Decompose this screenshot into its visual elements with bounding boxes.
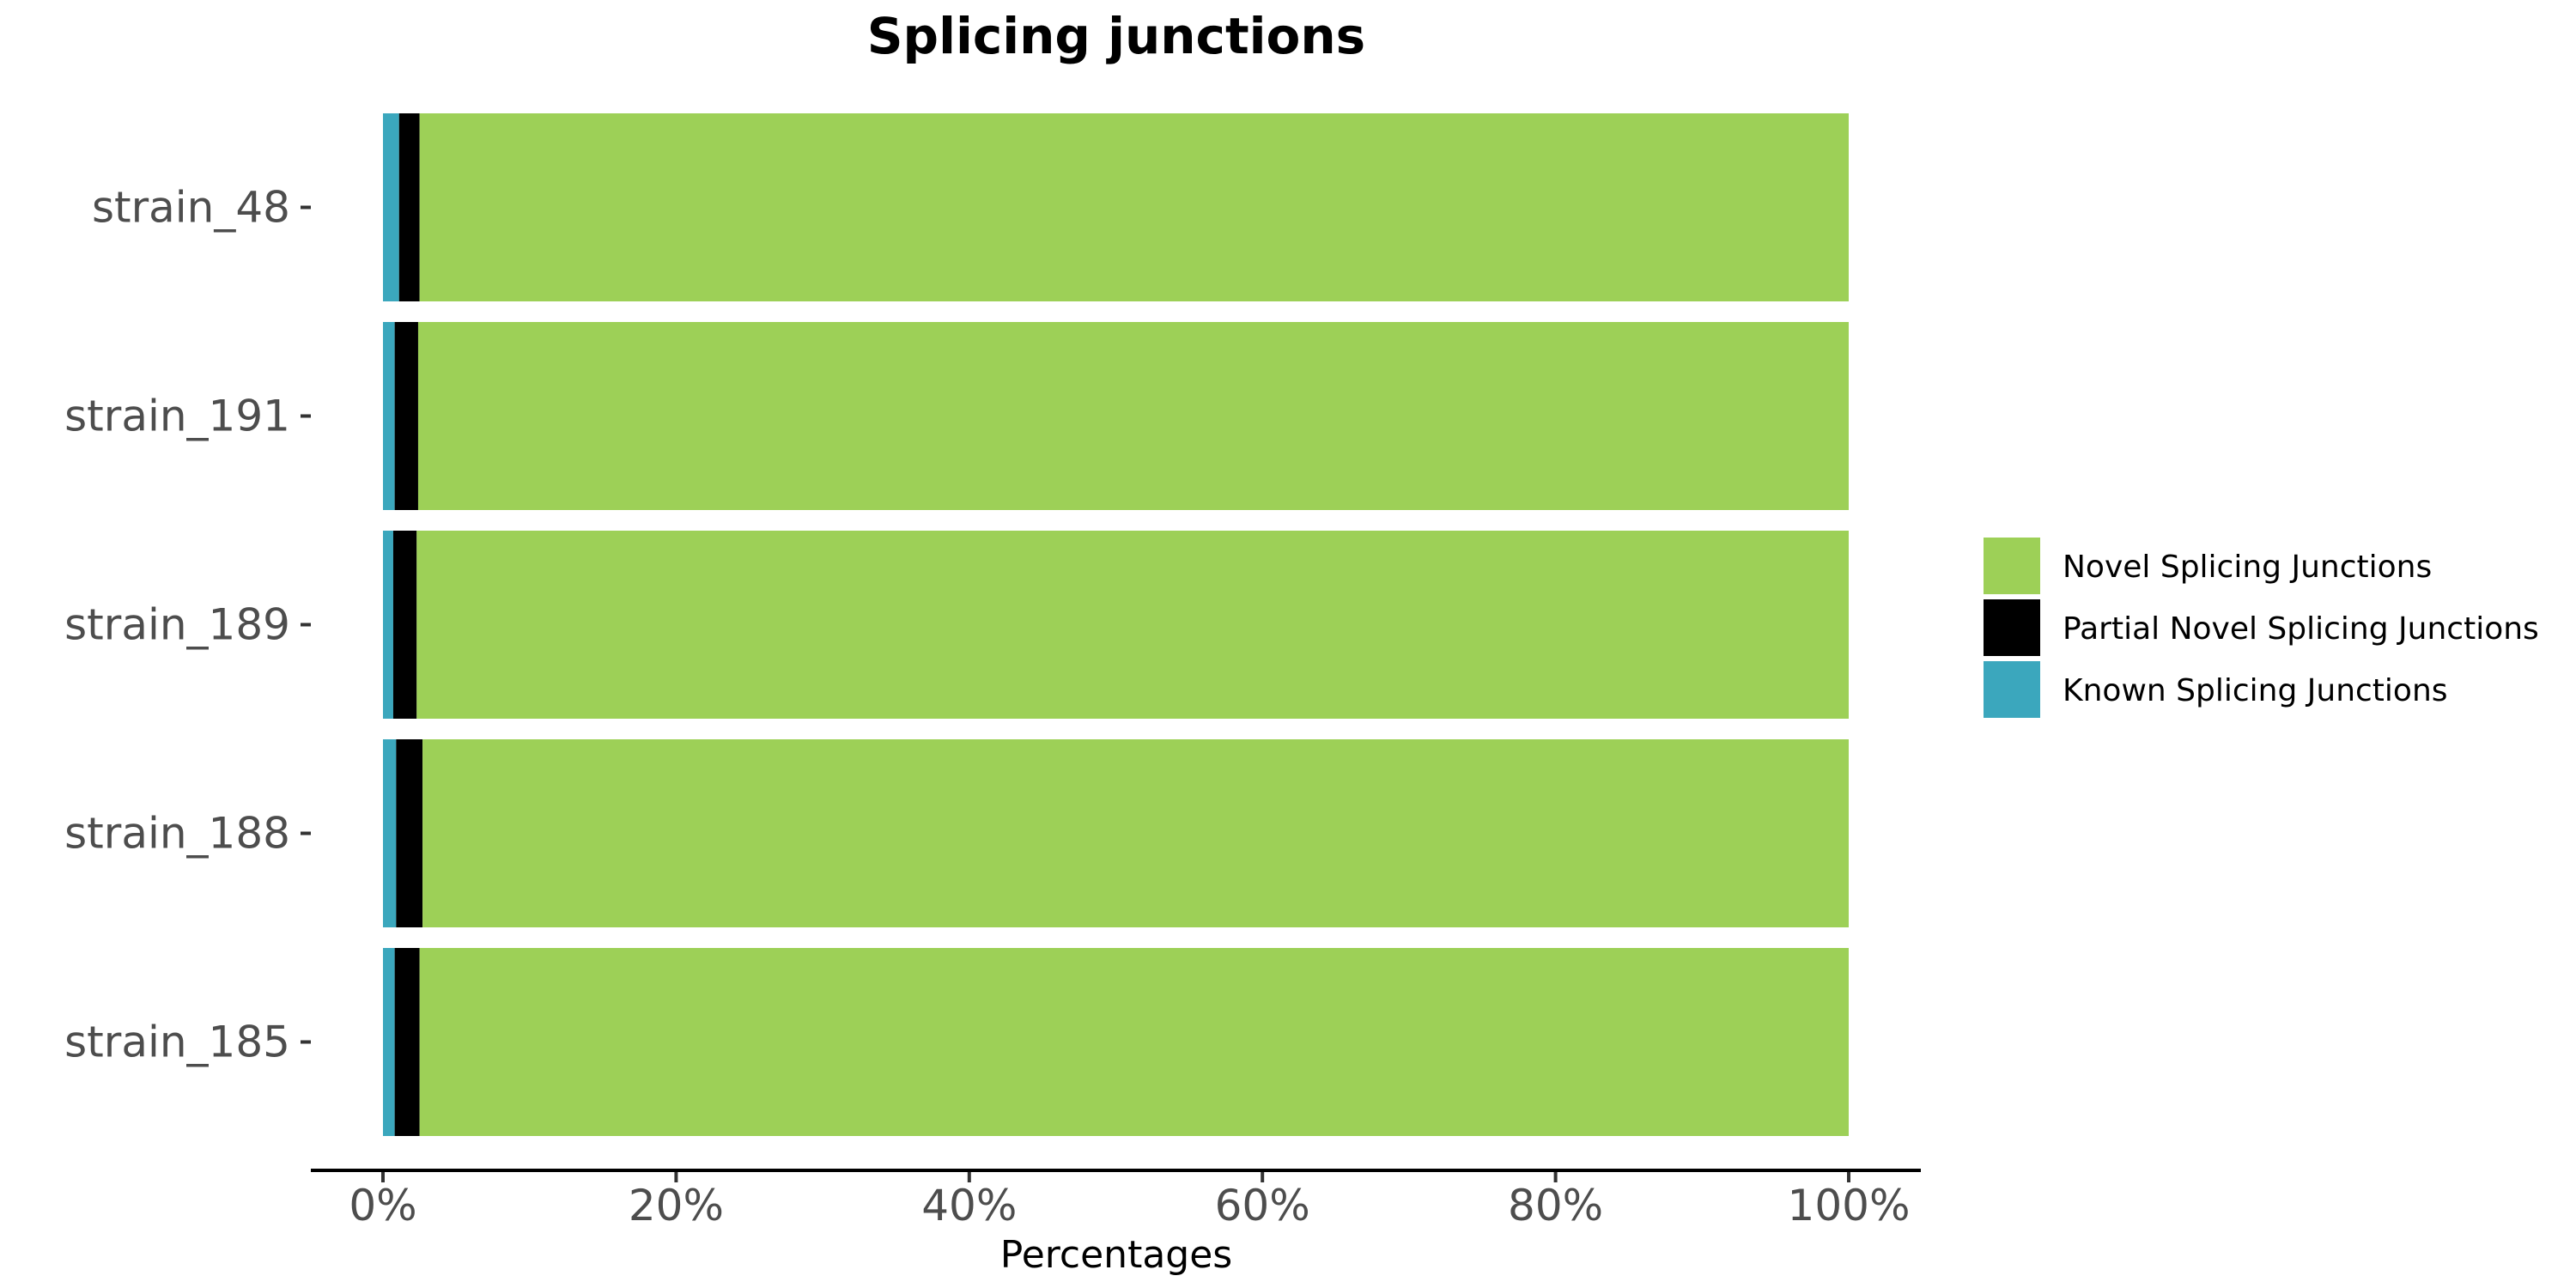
x-axis-title: Percentages	[1000, 1233, 1232, 1277]
y-tick-label: strain_48	[92, 183, 290, 233]
legend-label: Novel Splicing Junctions	[2063, 550, 2432, 585]
bar-segment-strain-185-known-splicing-junctions	[383, 948, 395, 1136]
bars-layer	[383, 113, 1849, 1136]
bar-segment-strain-191-known-splicing-junctions	[383, 322, 395, 510]
x-tick-label: 80%	[1508, 1181, 1603, 1230]
x-tick-label: 60%	[1215, 1181, 1310, 1230]
y-tick-label: strain_185	[64, 1018, 290, 1067]
x-tick-label: 40%	[921, 1181, 1017, 1230]
bar-segment-strain-191-novel-splicing-junctions	[417, 322, 1849, 510]
legend-key-novel-splicing-junctions	[1984, 538, 2040, 594]
bar-segment-strain-191-partial-novel-splicing-junctions	[394, 322, 418, 510]
bar-segment-strain-48-novel-splicing-junctions	[419, 113, 1849, 301]
y-tick-label: strain_188	[64, 809, 290, 859]
y-tick-label: strain_191	[64, 392, 290, 441]
x-tick-label: 100%	[1788, 1181, 1911, 1230]
bar-segment-strain-188-known-splicing-junctions	[383, 739, 397, 927]
bar-segment-strain-189-known-splicing-junctions	[383, 531, 393, 719]
x-tick-label: 0%	[349, 1181, 416, 1230]
x-axis: 0% 20% 40% 60% 80% 100%	[311, 1169, 1921, 1230]
bar-segment-strain-185-novel-splicing-junctions	[419, 948, 1849, 1136]
bar-segment-strain-188-partial-novel-splicing-junctions	[396, 739, 423, 927]
x-tick-label: 20%	[629, 1181, 724, 1230]
legend-label: Partial Novel Splicing Junctions	[2063, 611, 2539, 647]
legend-label: Known Splicing Junctions	[2063, 673, 2448, 708]
chart-title: Splicing junctions	[867, 7, 1365, 65]
legend-key-partial-novel-splicing-junctions	[1984, 599, 2040, 656]
legend-key-known-splicing-junctions	[1984, 661, 2040, 718]
bar-segment-strain-185-partial-novel-splicing-junctions	[394, 948, 420, 1136]
bar-segment-strain-189-partial-novel-splicing-junctions	[392, 531, 417, 719]
bar-segment-strain-188-novel-splicing-junctions	[422, 739, 1849, 927]
bar-segment-strain-189-novel-splicing-junctions	[416, 531, 1849, 719]
y-axis: strain_48 strain_191 strain_189 strain_188s…	[64, 183, 311, 1067]
legend: Novel Splicing Junctions Partial Novel Sp…	[1984, 538, 2539, 718]
bar-segment-strain-48-partial-novel-splicing-junctions	[398, 113, 420, 301]
bar-segment-strain-48-known-splicing-junctions	[383, 113, 399, 301]
y-tick-label: strain_189	[64, 600, 290, 650]
